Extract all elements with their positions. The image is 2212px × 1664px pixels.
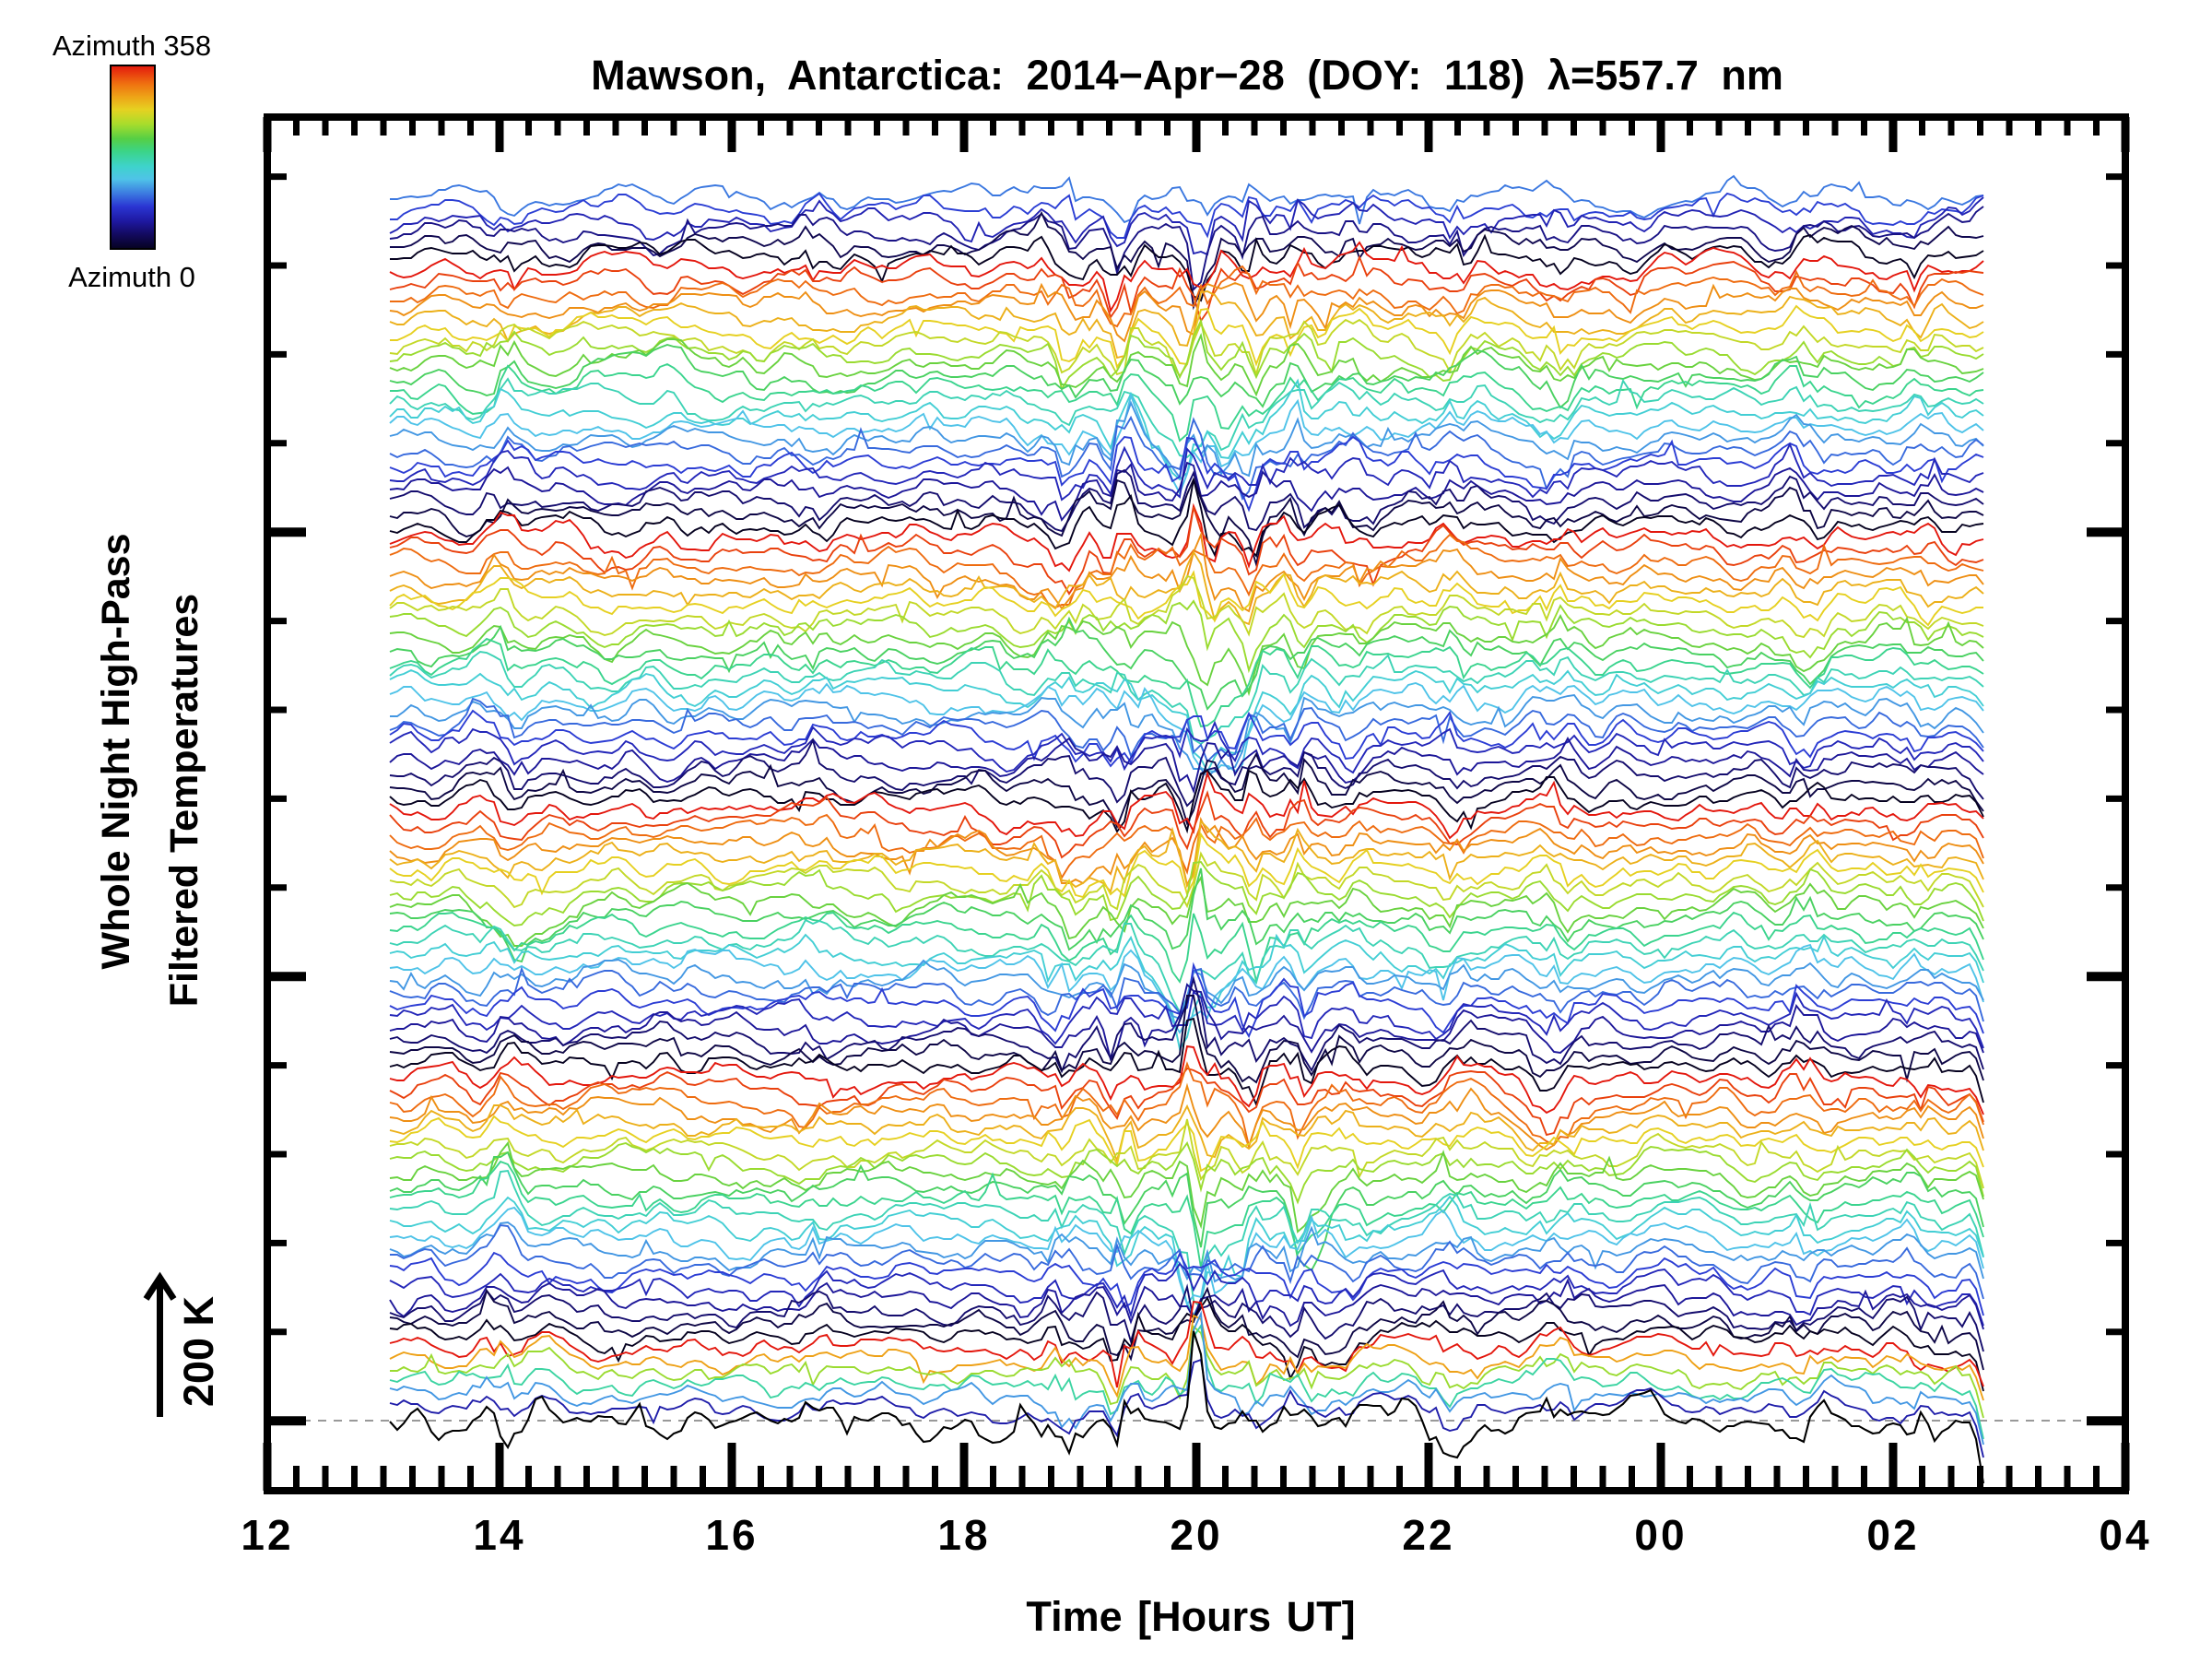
svg-text:04: 04 [2099,1511,2151,1559]
svg-text:16: 16 [705,1511,758,1559]
svg-text:Mawson, Antarctica: 2014−Apr−2: Mawson, Antarctica: 2014−Apr−28 (DOY: 11… [591,52,1783,99]
svg-text:18: 18 [937,1511,990,1559]
svg-text:22: 22 [1402,1511,1454,1559]
svg-text:20: 20 [1170,1511,1222,1559]
svg-text:Filtered Temperatures: Filtered Temperatures [162,594,206,1007]
svg-text:00: 00 [1634,1511,1687,1559]
svg-text:Time [Hours UT]: Time [Hours UT] [1026,1593,1355,1640]
svg-text:14: 14 [473,1511,525,1559]
svg-text:02: 02 [1866,1511,1919,1559]
svg-text:200 K: 200 K [175,1295,222,1407]
svg-text:Azimuth 358: Azimuth 358 [53,30,211,62]
svg-text:Whole Night High-Pass: Whole Night High-Pass [94,534,138,970]
svg-text:12: 12 [241,1511,293,1559]
svg-text:Azimuth 0: Azimuth 0 [68,261,195,293]
